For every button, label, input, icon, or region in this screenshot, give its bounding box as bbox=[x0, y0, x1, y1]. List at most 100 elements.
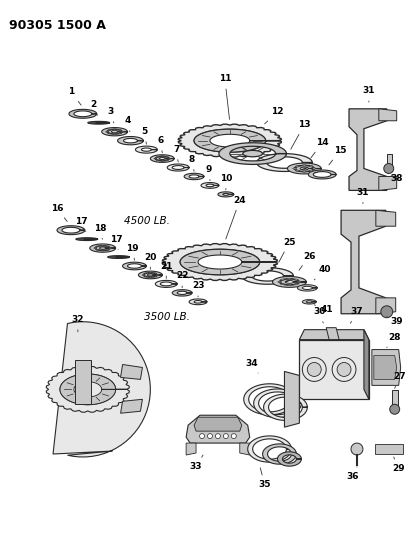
Polygon shape bbox=[108, 256, 129, 259]
Text: 41: 41 bbox=[313, 305, 333, 314]
Polygon shape bbox=[340, 211, 385, 314]
Polygon shape bbox=[299, 340, 368, 399]
Ellipse shape bbox=[106, 246, 109, 247]
Text: 11: 11 bbox=[218, 75, 231, 119]
Ellipse shape bbox=[113, 129, 116, 130]
Text: 22: 22 bbox=[175, 271, 188, 288]
Polygon shape bbox=[57, 226, 85, 235]
Ellipse shape bbox=[295, 170, 299, 171]
Text: 18: 18 bbox=[94, 224, 107, 239]
Ellipse shape bbox=[108, 130, 110, 131]
Ellipse shape bbox=[287, 285, 290, 286]
Polygon shape bbox=[391, 390, 397, 406]
Polygon shape bbox=[378, 109, 396, 121]
Circle shape bbox=[301, 358, 326, 382]
Polygon shape bbox=[326, 328, 338, 340]
Ellipse shape bbox=[294, 279, 297, 280]
Ellipse shape bbox=[312, 168, 315, 169]
Text: 23: 23 bbox=[191, 281, 204, 297]
Ellipse shape bbox=[309, 170, 312, 171]
Polygon shape bbox=[256, 154, 312, 172]
Text: 26: 26 bbox=[298, 252, 315, 270]
Text: 17: 17 bbox=[110, 235, 123, 249]
Polygon shape bbox=[301, 300, 315, 304]
Text: 90305 1500 A: 90305 1500 A bbox=[9, 19, 106, 33]
Polygon shape bbox=[60, 374, 115, 405]
Polygon shape bbox=[247, 436, 291, 462]
Text: 3: 3 bbox=[107, 107, 114, 123]
Polygon shape bbox=[96, 246, 109, 251]
Polygon shape bbox=[172, 289, 192, 296]
Circle shape bbox=[380, 306, 392, 318]
Circle shape bbox=[199, 434, 204, 439]
Text: 4500 LB.: 4500 LB. bbox=[123, 216, 169, 227]
Circle shape bbox=[383, 164, 393, 173]
Ellipse shape bbox=[153, 273, 156, 274]
Polygon shape bbox=[184, 173, 204, 180]
Text: 33: 33 bbox=[189, 455, 202, 472]
Polygon shape bbox=[180, 249, 259, 274]
Ellipse shape bbox=[153, 276, 156, 277]
Polygon shape bbox=[217, 192, 233, 197]
Polygon shape bbox=[253, 389, 301, 418]
Polygon shape bbox=[46, 367, 129, 412]
Polygon shape bbox=[120, 399, 142, 413]
Polygon shape bbox=[117, 136, 143, 145]
Polygon shape bbox=[374, 444, 402, 454]
Polygon shape bbox=[384, 298, 389, 310]
Text: 35: 35 bbox=[258, 468, 270, 489]
Text: 17: 17 bbox=[75, 217, 88, 231]
Text: 21: 21 bbox=[160, 262, 172, 278]
Text: 30: 30 bbox=[312, 307, 325, 323]
Polygon shape bbox=[378, 176, 396, 190]
Text: 5: 5 bbox=[141, 127, 147, 144]
Ellipse shape bbox=[302, 171, 306, 172]
Ellipse shape bbox=[144, 276, 146, 277]
Circle shape bbox=[231, 434, 236, 439]
Polygon shape bbox=[162, 244, 277, 280]
Text: 4: 4 bbox=[124, 116, 130, 132]
Ellipse shape bbox=[108, 133, 110, 134]
Ellipse shape bbox=[161, 160, 163, 161]
Polygon shape bbox=[156, 157, 168, 160]
Polygon shape bbox=[375, 211, 395, 226]
Text: 38: 38 bbox=[389, 174, 402, 183]
Ellipse shape bbox=[167, 158, 170, 159]
Ellipse shape bbox=[106, 131, 108, 132]
Ellipse shape bbox=[101, 250, 104, 251]
Polygon shape bbox=[280, 279, 297, 285]
Circle shape bbox=[223, 434, 228, 439]
Polygon shape bbox=[186, 443, 196, 455]
Polygon shape bbox=[189, 299, 207, 305]
Polygon shape bbox=[167, 164, 189, 171]
Circle shape bbox=[336, 362, 350, 376]
Text: 40: 40 bbox=[314, 265, 330, 280]
Ellipse shape bbox=[294, 284, 297, 285]
Circle shape bbox=[331, 358, 355, 382]
Text: 14: 14 bbox=[310, 138, 328, 158]
Polygon shape bbox=[308, 170, 335, 179]
Text: 8: 8 bbox=[189, 155, 195, 171]
Polygon shape bbox=[262, 444, 296, 464]
Polygon shape bbox=[373, 356, 396, 379]
Ellipse shape bbox=[287, 278, 290, 279]
Text: 6: 6 bbox=[157, 136, 163, 153]
Polygon shape bbox=[299, 330, 368, 340]
Polygon shape bbox=[239, 443, 249, 455]
Polygon shape bbox=[88, 122, 109, 124]
Ellipse shape bbox=[120, 131, 123, 132]
Ellipse shape bbox=[280, 279, 284, 280]
Text: 31: 31 bbox=[362, 86, 374, 102]
Polygon shape bbox=[386, 154, 391, 166]
Text: 25: 25 bbox=[278, 238, 295, 262]
Polygon shape bbox=[287, 163, 320, 174]
Text: 19: 19 bbox=[126, 244, 139, 260]
Circle shape bbox=[207, 434, 212, 439]
Polygon shape bbox=[243, 384, 294, 415]
Circle shape bbox=[307, 362, 320, 376]
Polygon shape bbox=[363, 330, 368, 399]
Text: 12: 12 bbox=[264, 107, 283, 124]
Ellipse shape bbox=[149, 272, 151, 273]
Circle shape bbox=[215, 434, 220, 439]
Polygon shape bbox=[178, 124, 281, 157]
